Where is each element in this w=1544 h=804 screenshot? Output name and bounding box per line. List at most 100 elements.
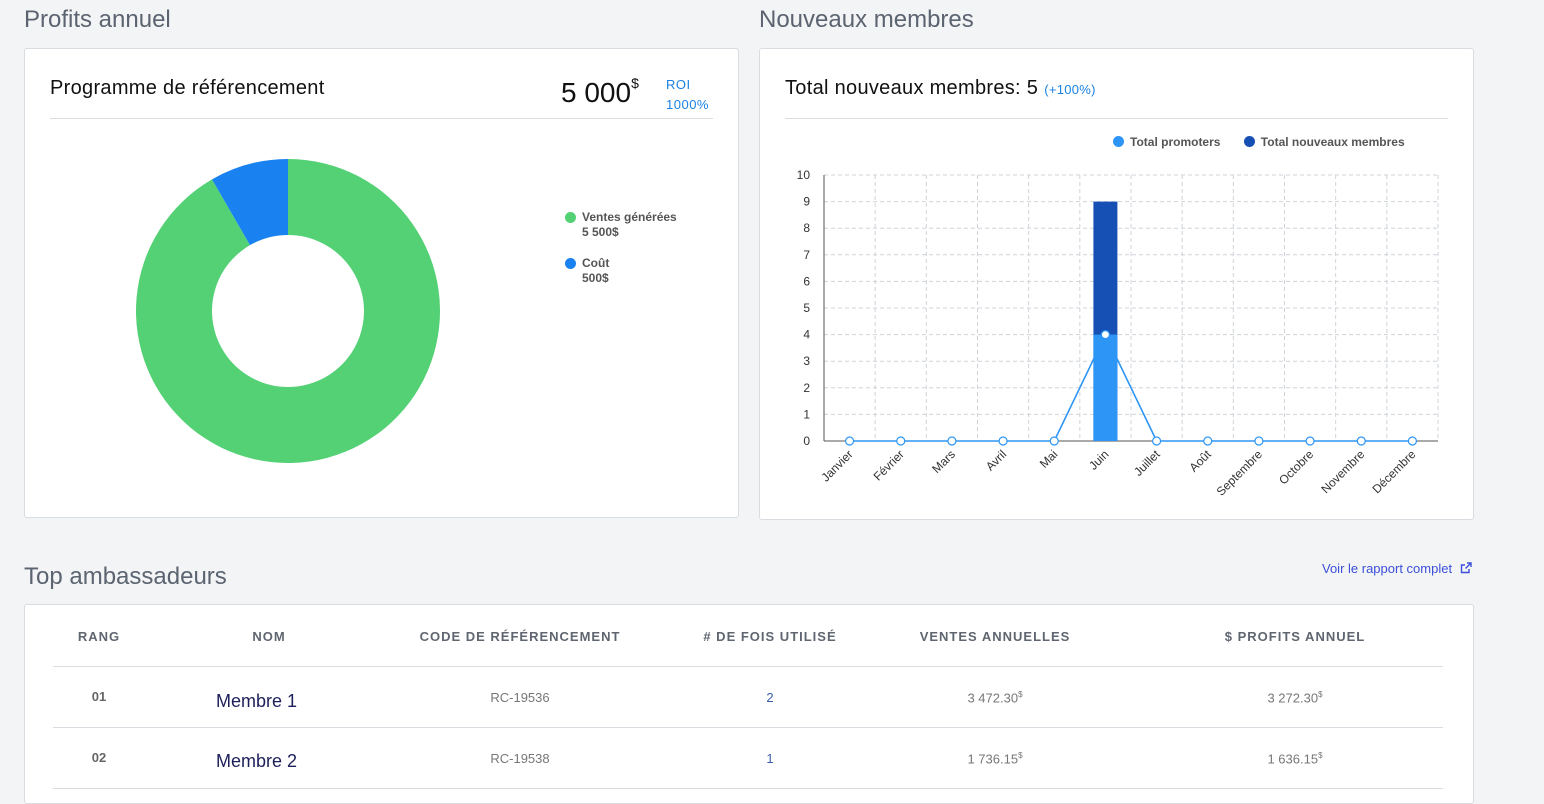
- line-point[interactable]: [1254, 436, 1264, 446]
- chart-legend: Total promoters Total nouveaux membres: [1113, 135, 1405, 149]
- x-tick-label: Septembre: [1214, 447, 1266, 499]
- members-card: Total nouveaux membres: 5 (+100%) Total p…: [759, 48, 1474, 520]
- ambassadors-table: RANG NOM CODE DE RÉFÉRENCEMENT # DE FOIS…: [24, 604, 1474, 804]
- full-report-link[interactable]: Voir le rapport complet: [1322, 561, 1472, 576]
- row-name[interactable]: Membre 1: [216, 691, 298, 711]
- legend-promoters[interactable]: Total promoters: [1113, 135, 1220, 149]
- y-tick-label: 3: [803, 354, 810, 368]
- legend-cost-value: 500$: [582, 271, 609, 285]
- legend-new-members-dot: [1243, 136, 1255, 147]
- legend-dot-cost: [565, 258, 576, 269]
- line-point[interactable]: [998, 436, 1008, 446]
- y-tick-label: 10: [797, 168, 811, 182]
- card-title: Programme de référencement: [50, 77, 325, 99]
- row-profit: 1 636.15$: [1175, 751, 1415, 766]
- members-growth: (+100%): [1044, 82, 1096, 97]
- line-point[interactable]: [1203, 436, 1213, 446]
- amount-currency: $: [631, 75, 639, 91]
- line-point[interactable]: [1100, 330, 1111, 340]
- legend-cost-label: Coût: [582, 256, 610, 270]
- row-rank: 01: [91, 689, 107, 704]
- row-uses: 2: [766, 690, 774, 705]
- line-promoters: [849, 332, 1413, 442]
- line-point[interactable]: [1151, 436, 1162, 446]
- legend-promoters-label: Total promoters: [1130, 135, 1221, 149]
- x-tick-label: Août: [1187, 447, 1215, 475]
- row-code: RC-19538: [490, 751, 550, 766]
- y-tick-label: 9: [803, 195, 810, 209]
- row-profit: 3 272.30$: [1175, 690, 1415, 705]
- x-tick-label: Octobre: [1276, 447, 1316, 487]
- currency: $: [1318, 690, 1323, 699]
- col-code[interactable]: CODE DE RÉFÉRENCEMENT: [419, 629, 621, 644]
- external-link-icon: [1460, 562, 1472, 574]
- roi-label: ROI: [666, 77, 691, 92]
- legend-dot-sales: [565, 212, 576, 223]
- x-tick-label: Février: [871, 447, 907, 483]
- legend-new-members[interactable]: Total nouveaux membres: [1243, 135, 1405, 149]
- x-tick-label: Janvier: [818, 447, 855, 484]
- x-tick-label: Mars: [929, 447, 958, 476]
- row-sales: 3 472.30$: [905, 690, 1085, 705]
- card-divider: [50, 118, 713, 119]
- x-tick-label: Mai: [1037, 447, 1061, 471]
- currency: $: [1318, 751, 1323, 760]
- roi-block: ROI 1000%: [666, 75, 709, 115]
- row-rank: 02: [91, 750, 107, 765]
- full-report-label: Voir le rapport complet: [1322, 561, 1453, 576]
- x-tick-label: Novembre: [1318, 447, 1367, 496]
- legend-sales: Ventes générées 5 500$: [582, 210, 677, 240]
- members-total: Total nouveaux membres: 5: [785, 77, 1039, 99]
- donut-chart: [136, 159, 440, 463]
- row-profit-value: 1 636.15: [1267, 751, 1319, 767]
- y-tick-label: 0: [803, 434, 810, 448]
- total-amount: 5 000$: [561, 75, 639, 109]
- row-uses: 1: [766, 751, 774, 766]
- card-divider: [785, 118, 1448, 119]
- ambassadors-section-title: Top ambassadeurs: [24, 563, 227, 590]
- x-tick-label: Juillet: [1131, 447, 1163, 479]
- row-sales: 1 736.15$: [905, 751, 1085, 766]
- line-point[interactable]: [896, 436, 906, 446]
- legend-sales-label: Ventes générées: [582, 210, 677, 224]
- legend-promoters-dot: [1113, 136, 1124, 147]
- members-section-title: Nouveaux membres: [759, 6, 974, 33]
- y-tick-label: 4: [803, 328, 810, 342]
- x-tick-label: Décembre: [1369, 447, 1418, 496]
- y-tick-label: 6: [803, 274, 810, 288]
- x-tick-label: Juin: [1086, 447, 1111, 472]
- row-name[interactable]: Membre 2: [216, 751, 298, 771]
- y-tick-label: 7: [803, 248, 810, 262]
- members-bar-chart: 0 1 2 3 4 5 6 7 8 9 10 Janvier Février Mars Avril Mai Ju…: [797, 168, 1439, 499]
- col-name[interactable]: NOM: [252, 629, 286, 644]
- roi-value: 1000%: [666, 97, 709, 112]
- amount-value: 5 000: [561, 77, 632, 108]
- header-divider: [53, 666, 1443, 667]
- line-point[interactable]: [1356, 436, 1366, 446]
- x-tick-label: Avril: [983, 447, 1009, 473]
- col-uses[interactable]: # DE FOIS UTILISÉ: [703, 629, 837, 644]
- line-point[interactable]: [947, 436, 957, 446]
- profits-card: Programme de référencement 5 000$ ROI 10…: [24, 48, 739, 518]
- donut-slice-cost[interactable]: [212, 159, 288, 246]
- row-divider: [53, 727, 1443, 728]
- legend-new-members-label: Total nouveaux membres: [1260, 135, 1405, 149]
- y-tick-label: 1: [803, 407, 810, 421]
- y-tick-label: 8: [803, 221, 810, 235]
- y-tick-label: 5: [803, 301, 810, 315]
- line-point[interactable]: [844, 436, 855, 446]
- line-point[interactable]: [1305, 436, 1315, 446]
- currency: $: [1018, 690, 1023, 699]
- line-point[interactable]: [1407, 436, 1418, 446]
- row-divider: [53, 788, 1443, 789]
- donut-slice-sales[interactable]: [136, 159, 440, 463]
- legend-sales-value: 5 500$: [582, 225, 619, 239]
- line-point[interactable]: [1049, 436, 1059, 446]
- col-profit[interactable]: $ PROFITS ANNUEL: [1224, 629, 1366, 644]
- row-sales-value: 1 736.15: [967, 751, 1019, 767]
- row-profit-value: 3 272.30: [1267, 690, 1319, 706]
- currency: $: [1018, 751, 1023, 760]
- col-rank[interactable]: RANG: [77, 629, 121, 644]
- col-sales[interactable]: VENTES ANNUELLES: [919, 629, 1071, 644]
- row-sales-value: 3 472.30: [967, 690, 1019, 706]
